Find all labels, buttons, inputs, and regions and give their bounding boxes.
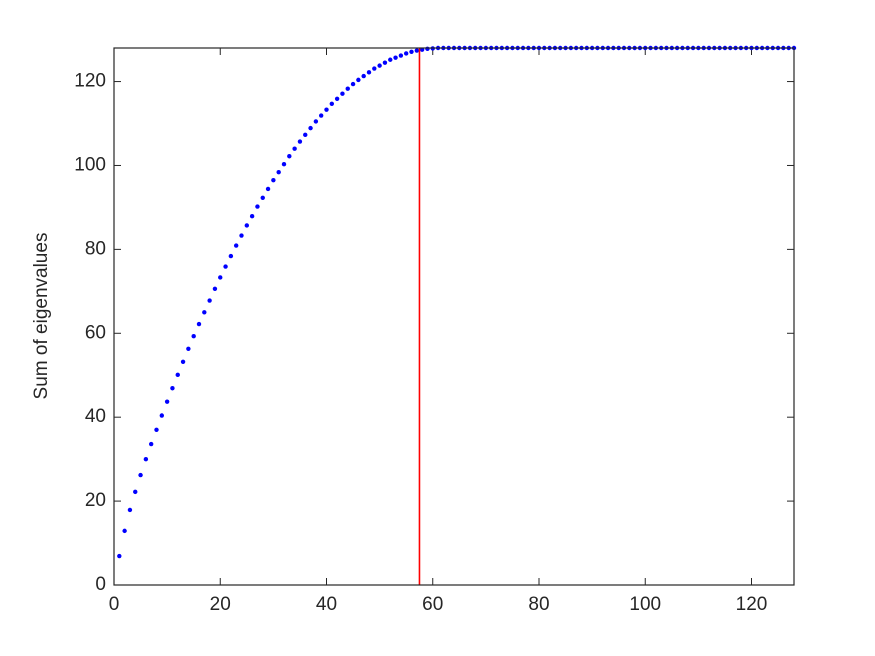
y-tick-label: 20 (85, 490, 106, 511)
x-tick-label: 40 (316, 594, 337, 615)
x-tick-label: 80 (528, 594, 549, 615)
data-point (308, 125, 313, 131)
data-point (228, 253, 234, 259)
data-point (334, 96, 340, 101)
y-tick-label: 100 (74, 154, 106, 175)
data-point (260, 195, 265, 200)
data-point (186, 346, 191, 352)
y-tick-label: 120 (74, 71, 106, 92)
data-point (207, 298, 212, 303)
data-point (244, 223, 250, 228)
data-point (276, 169, 281, 175)
data-point (292, 146, 297, 151)
data-point (218, 275, 223, 280)
data-point (239, 233, 244, 238)
data-point (143, 456, 149, 462)
data-point (318, 113, 324, 118)
data-point (175, 372, 180, 378)
data-point (271, 177, 276, 183)
x-tick-label: 60 (422, 594, 443, 615)
data-point (414, 48, 420, 53)
data-point (403, 51, 409, 56)
data-point (255, 204, 260, 209)
data-point (329, 101, 335, 106)
data-point (122, 528, 127, 534)
data-point (170, 386, 175, 391)
data-point (345, 86, 350, 91)
data-point (313, 119, 319, 124)
data-point (233, 243, 239, 248)
data-point (297, 139, 303, 144)
data-point (409, 49, 414, 54)
data-point (138, 472, 143, 478)
data-point (117, 553, 122, 559)
data-point (388, 57, 393, 62)
data-point (223, 264, 228, 269)
data-point (133, 489, 138, 495)
data-point (425, 46, 430, 52)
data-point (356, 77, 361, 83)
data-point (281, 162, 287, 167)
data-point (398, 53, 404, 58)
data-point (287, 154, 292, 159)
data-point (303, 132, 308, 138)
data-point (148, 441, 154, 447)
x-tick-label: 20 (210, 594, 231, 615)
data-point (202, 310, 207, 315)
data-point (180, 359, 186, 365)
data-point (340, 91, 345, 96)
axes-box (113, 47, 795, 586)
data-point (393, 55, 398, 60)
y-tick-label: 0 (95, 574, 106, 595)
data-point (382, 60, 388, 65)
x-tick-label: 0 (109, 594, 120, 615)
x-tick-label: 120 (736, 594, 768, 615)
y-tick-label: 60 (85, 322, 106, 343)
data-point (350, 81, 356, 87)
data-point (164, 399, 170, 404)
y-tick-label: 40 (85, 406, 106, 427)
y-tick-label: 80 (85, 238, 106, 259)
data-point (377, 63, 382, 68)
data-point (366, 70, 372, 75)
data-point (372, 66, 377, 71)
data-point (212, 286, 218, 292)
data-point (127, 507, 133, 513)
data-point (159, 413, 165, 418)
data-point (361, 73, 366, 79)
y-axis-label: Sum of eigenvalues (31, 233, 52, 400)
data-point (249, 214, 255, 219)
data-point (191, 334, 196, 339)
x-tick-label: 100 (629, 594, 661, 615)
data-point (324, 107, 329, 112)
data-point (154, 427, 159, 432)
data-point (265, 186, 271, 192)
data-point (196, 321, 202, 327)
